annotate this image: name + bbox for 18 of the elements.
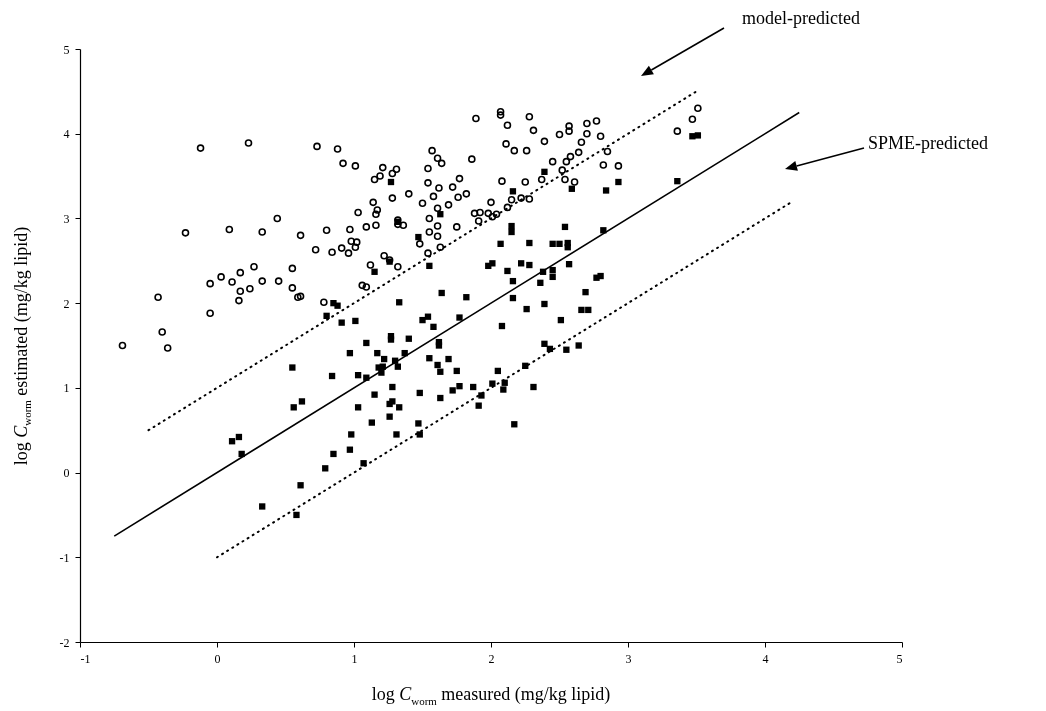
x-tick-label: 0 [214, 651, 221, 666]
y-tick-label: 1 [63, 381, 70, 396]
x-tick-label: 4 [762, 651, 769, 666]
x-tick-label: 1 [351, 651, 358, 666]
y-tick-label: -2 [59, 635, 70, 650]
x-tick-label: -1 [80, 651, 91, 666]
y-tick-label: 0 [63, 466, 70, 481]
x-tick-label: 3 [625, 651, 632, 666]
y-tick-label: 2 [63, 296, 70, 311]
y-tick-label: 3 [63, 211, 70, 226]
x-tick-label: 5 [896, 651, 903, 666]
x-axis-title: log C$_{worm}$ measured (mg/kg lipid) [371, 684, 611, 707]
y-tick-label: 5 [63, 42, 70, 57]
x-tick-label: 2 [488, 651, 495, 666]
annotation: SPME-predicted [868, 133, 988, 154]
text: model-predicted [742, 8, 860, 29]
y-tick-label: -1 [59, 550, 70, 565]
y-tick-label: 4 [63, 127, 70, 142]
